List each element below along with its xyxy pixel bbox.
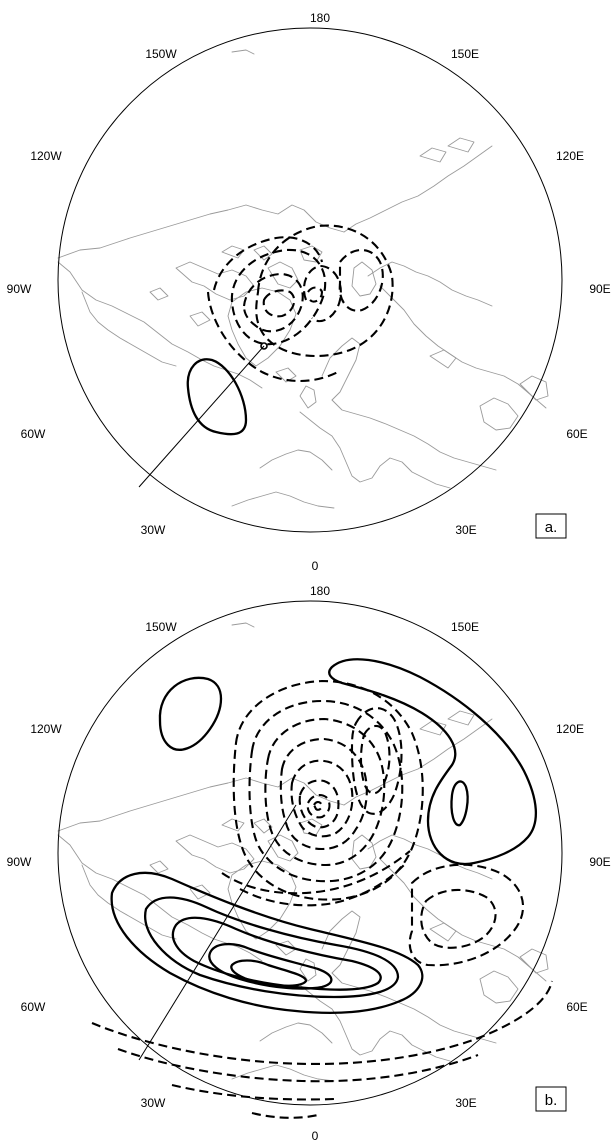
panel-tag-a: a. <box>535 513 567 539</box>
lon-label-120w: 120W <box>30 722 62 736</box>
lon-label-30e: 30E <box>455 1096 476 1110</box>
lon-label-90w: 90W <box>7 855 32 869</box>
lon-label-0: 0 <box>312 1129 319 1143</box>
panel-tag-b: b. <box>535 1086 567 1112</box>
lon-label-30e: 30E <box>455 523 476 537</box>
lon-label-120e: 120E <box>556 722 584 736</box>
polar-boundary <box>57 600 563 1106</box>
map-panel-b: 180 150W 150E 120W 120E 90W 90E 60W 60E … <box>0 573 615 1143</box>
lon-label-150w: 150W <box>145 47 177 61</box>
lon-label-30w: 30W <box>141 523 166 537</box>
reference-ray <box>138 804 297 1061</box>
lon-label-90e: 90E <box>589 282 610 296</box>
lon-label-180: 180 <box>310 584 330 598</box>
coastlines <box>57 622 549 1082</box>
lon-label-120w: 120W <box>30 149 62 163</box>
lon-label-180: 180 <box>310 11 330 25</box>
polar-map-a: 180 150W 150E 120W 120E 90W 90E 60W 60E … <box>7 11 611 570</box>
lon-label-90w: 90W <box>7 282 32 296</box>
lon-label-120e: 120E <box>556 149 584 163</box>
lon-label-90e: 90E <box>589 855 610 869</box>
polar-map-b: 180 150W 150E 120W 120E 90W 90E 60W 60E … <box>7 584 611 1143</box>
lon-label-60e: 60E <box>566 1000 587 1014</box>
panel-tag-a-text: a. <box>545 519 558 536</box>
lon-label-150e: 150E <box>451 47 479 61</box>
lon-label-30w: 30W <box>141 1096 166 1110</box>
reference-ray <box>138 345 265 488</box>
lon-label-150e: 150E <box>451 620 479 634</box>
polar-boundary <box>57 27 563 533</box>
lon-label-60w: 60W <box>21 427 46 441</box>
lon-label-60e: 60E <box>566 427 587 441</box>
panel-tag-b-text: b. <box>545 1092 558 1109</box>
contours-a <box>186 224 394 436</box>
contours-b <box>91 658 554 1119</box>
longitude-labels: 180 150W 150E 120W 120E 90W 90E 60W 60E … <box>7 11 611 570</box>
longitude-labels: 180 150W 150E 120W 120E 90W 90E 60W 60E … <box>7 584 611 1143</box>
lon-label-150w: 150W <box>145 620 177 634</box>
lon-label-60w: 60W <box>21 1000 46 1014</box>
lon-label-0: 0 <box>312 559 319 570</box>
map-panel-a: 180 150W 150E 120W 120E 90W 90E 60W 60E … <box>0 0 615 570</box>
coastlines <box>57 49 549 509</box>
reference-point <box>260 342 268 350</box>
